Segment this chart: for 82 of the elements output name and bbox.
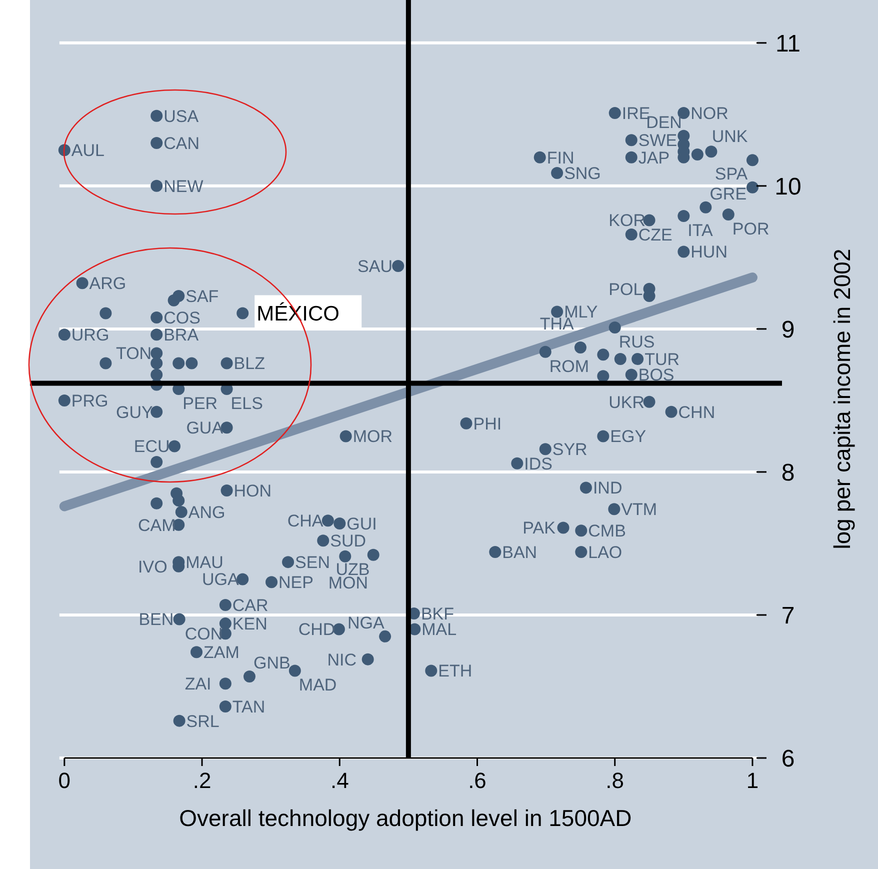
x-tick-label: .8	[606, 768, 624, 793]
data-label: ITA	[688, 220, 714, 240]
data-label: ELS	[230, 394, 263, 413]
data-label: RUS	[618, 332, 655, 352]
data-label: SWE	[638, 131, 678, 150]
data-label: IVO	[138, 557, 168, 576]
x-tick-label: .4	[330, 768, 349, 793]
data-label: SUD	[330, 532, 366, 551]
data-label: GRE	[710, 184, 747, 204]
x-tick-label: 1	[746, 768, 759, 793]
y-tick-label: 11	[776, 30, 800, 58]
data-label: SEN	[295, 553, 330, 572]
data-label: URG	[71, 326, 110, 345]
data-label: GNB	[253, 653, 290, 672]
y-tick-label: 10	[774, 173, 802, 200]
data-label: NEP	[278, 573, 314, 592]
data-label: MAD	[298, 676, 337, 695]
data-label: ZAI	[184, 674, 212, 694]
data-label: CAN	[164, 134, 200, 153]
data-label: JAP	[638, 148, 670, 168]
data-label: GUA	[186, 418, 224, 438]
data-label: ECU	[134, 437, 170, 456]
data-label: PRG	[71, 391, 108, 410]
data-label: ANG	[188, 502, 226, 522]
data-label: UKR	[608, 392, 645, 412]
y-axis-title: log per capita income in 2002	[829, 248, 855, 550]
data-label: IND	[592, 478, 622, 498]
y-tick-label: 7	[781, 602, 795, 630]
y-tick-label: 9	[781, 316, 795, 344]
data-label: SPA	[714, 164, 748, 184]
data-label: CAM	[138, 516, 176, 535]
data-label: LAO	[588, 543, 622, 562]
data-label: BEN	[138, 610, 174, 630]
data-label: ETH	[438, 662, 472, 681]
data-label: CHA	[287, 512, 324, 531]
data-label: KEN	[232, 614, 268, 634]
data-label: ROM	[549, 356, 590, 376]
data-label: CHD	[298, 620, 336, 640]
y-tick-label: 8	[781, 459, 795, 486]
x-tick-label: 0	[58, 768, 71, 793]
data-label: GUY	[116, 402, 153, 422]
data-label: COS	[164, 308, 200, 328]
data-label: NEW	[164, 176, 204, 196]
data-label: USA	[164, 106, 200, 126]
data-label: EGY	[610, 427, 646, 446]
x-tick-label: .2	[192, 768, 212, 793]
data-label: POL	[608, 280, 643, 299]
data-label: GUI	[346, 514, 377, 534]
data-label: VTM	[621, 500, 658, 520]
data-label: POR	[732, 219, 770, 238]
data-label: PER	[182, 394, 218, 413]
data-label: CHN	[678, 402, 716, 422]
data-label: SYR	[552, 440, 588, 460]
data-label: BLZ	[234, 354, 265, 374]
y-tick-label: 6	[781, 745, 795, 772]
data-label: NIC	[327, 650, 357, 670]
data-label: BRA	[164, 326, 200, 345]
data-label: CON	[184, 624, 223, 644]
data-label: CAR	[232, 596, 268, 615]
data-label: ZAM	[204, 643, 240, 662]
data-label: IDS	[524, 454, 552, 474]
data-label: CMB	[588, 522, 626, 541]
data-label: SAF	[186, 287, 219, 306]
data-label: AUL	[71, 141, 104, 160]
data-label: PAK	[522, 518, 556, 538]
data-label: PHI	[473, 414, 502, 434]
data-label: SAU	[358, 256, 392, 276]
data-label: MAU	[186, 553, 224, 572]
data-label: UNK	[712, 127, 748, 146]
data-label: BAN	[502, 543, 538, 562]
data-label: SRL	[186, 712, 220, 731]
data-label: MOR	[352, 427, 392, 446]
data-label: HON	[234, 482, 272, 501]
data-label: NGA	[347, 613, 385, 632]
data-label: HUN	[690, 242, 728, 262]
data-label: TON	[116, 344, 152, 364]
data-label: NOR	[690, 104, 728, 123]
data-label: TAN	[232, 697, 266, 716]
x-axis-title: Overall technology adoption level in 1500AD	[179, 805, 632, 831]
data-label: ARG	[89, 274, 126, 294]
x-tick-label: .6	[468, 768, 486, 793]
data-label: CZE	[638, 226, 672, 244]
